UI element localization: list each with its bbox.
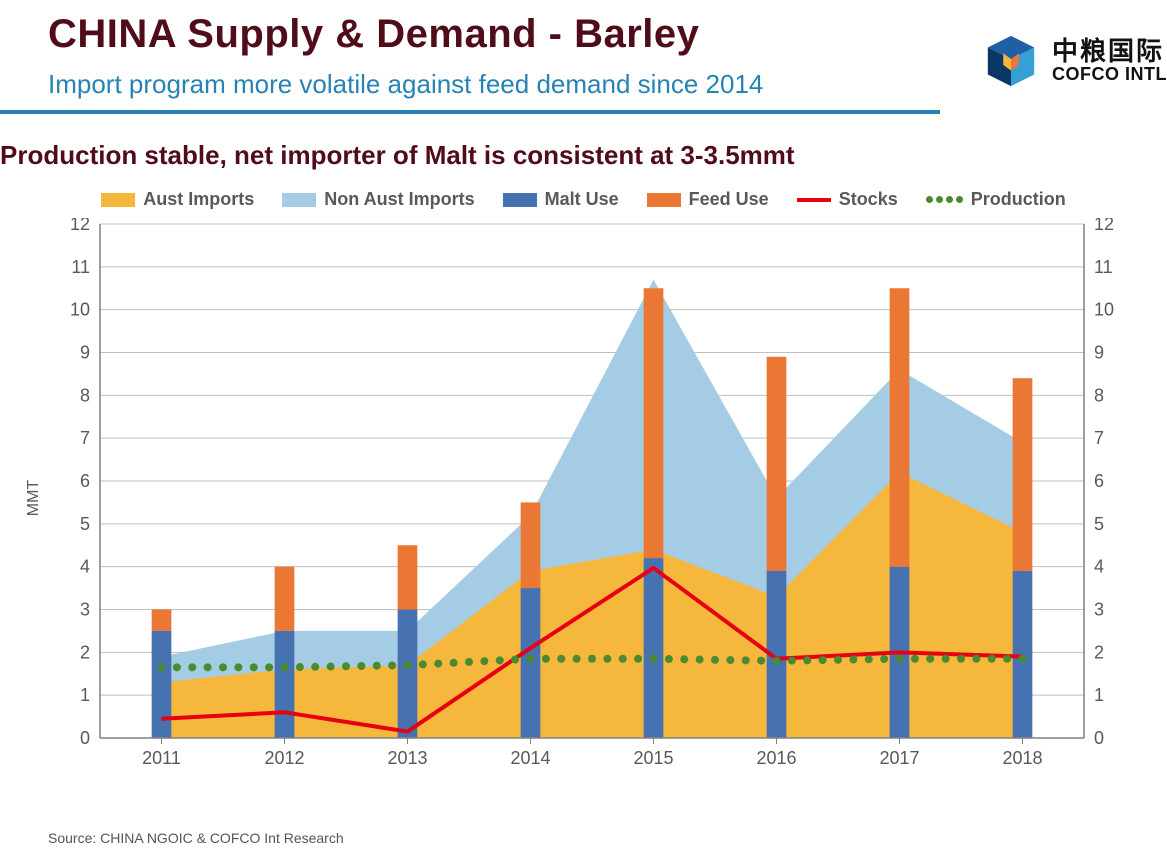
svg-text:5: 5	[79, 514, 89, 534]
svg-text:5: 5	[1094, 514, 1104, 534]
svg-text:6: 6	[79, 471, 89, 491]
svg-text:12: 12	[1094, 218, 1114, 234]
svg-text:0: 0	[1094, 728, 1104, 748]
legend-label: Malt Use	[545, 189, 619, 210]
legend-item-non_aust_imports: Non Aust Imports	[282, 189, 474, 210]
svg-text:11: 11	[71, 257, 90, 277]
legend-label: Non Aust Imports	[324, 189, 474, 210]
svg-text:2016: 2016	[756, 748, 796, 768]
svg-text:10: 10	[1094, 300, 1114, 320]
legend-swatch	[503, 193, 537, 207]
svg-text:4: 4	[79, 557, 89, 577]
chart-title: Production stable, net importer of Malt …	[0, 140, 1167, 171]
svg-text:9: 9	[1094, 343, 1104, 363]
logo-text-en: COFCO INTL	[1052, 65, 1167, 84]
svg-text:6: 6	[1094, 471, 1104, 491]
svg-text:1: 1	[79, 685, 89, 705]
legend-swatch	[282, 193, 316, 207]
legend-item-stocks: Stocks	[797, 189, 898, 210]
legend-swatch	[647, 193, 681, 207]
svg-text:10: 10	[69, 300, 89, 320]
svg-text:2015: 2015	[633, 748, 673, 768]
svg-text:1: 1	[1094, 685, 1104, 705]
svg-text:2012: 2012	[264, 748, 304, 768]
legend-item-production: Production	[926, 189, 1066, 210]
svg-text:2013: 2013	[387, 748, 427, 768]
legend-label: Aust Imports	[143, 189, 254, 210]
source-note: Source: CHINA NGOIC & COFCO Int Research	[48, 830, 344, 846]
svg-text:12: 12	[69, 218, 89, 234]
barley-chart: 0011223344556677889910101111121220112012…	[24, 218, 1144, 778]
svg-text:11: 11	[1094, 257, 1113, 277]
legend-label: Stocks	[839, 189, 898, 210]
legend-swatch	[797, 198, 831, 202]
svg-text:7: 7	[79, 428, 89, 448]
cube-icon	[982, 32, 1040, 90]
chart-container: MMT 001122334455667788991010111112122011…	[24, 218, 1144, 778]
svg-text:2: 2	[1094, 642, 1104, 662]
legend-swatch	[101, 193, 135, 207]
legend-item-feed_use: Feed Use	[647, 189, 769, 210]
svg-text:8: 8	[1094, 385, 1104, 405]
header-divider	[0, 110, 940, 114]
legend-label: Production	[971, 189, 1066, 210]
legend-item-malt_use: Malt Use	[503, 189, 619, 210]
logo-text-cn: 中粮国际	[1052, 38, 1167, 65]
svg-text:2017: 2017	[879, 748, 919, 768]
y-axis-label: MMT	[25, 480, 43, 516]
svg-text:3: 3	[79, 600, 89, 620]
svg-text:7: 7	[1094, 428, 1104, 448]
legend-label: Feed Use	[689, 189, 769, 210]
svg-text:2014: 2014	[510, 748, 550, 768]
svg-text:4: 4	[1094, 557, 1104, 577]
svg-text:3: 3	[1094, 600, 1104, 620]
chart-legend: Aust Imports Non Aust Imports Malt Use Feed…	[0, 189, 1167, 210]
brand-logo: 中粮国际 COFCO INTL	[982, 32, 1167, 90]
svg-text:9: 9	[79, 343, 89, 363]
svg-text:0: 0	[79, 728, 89, 748]
svg-text:2018: 2018	[1002, 748, 1042, 768]
svg-text:2: 2	[79, 642, 89, 662]
svg-text:2011: 2011	[142, 748, 181, 768]
legend-item-aust_imports: Aust Imports	[101, 189, 254, 210]
svg-text:8: 8	[79, 385, 89, 405]
legend-swatch	[926, 196, 963, 203]
